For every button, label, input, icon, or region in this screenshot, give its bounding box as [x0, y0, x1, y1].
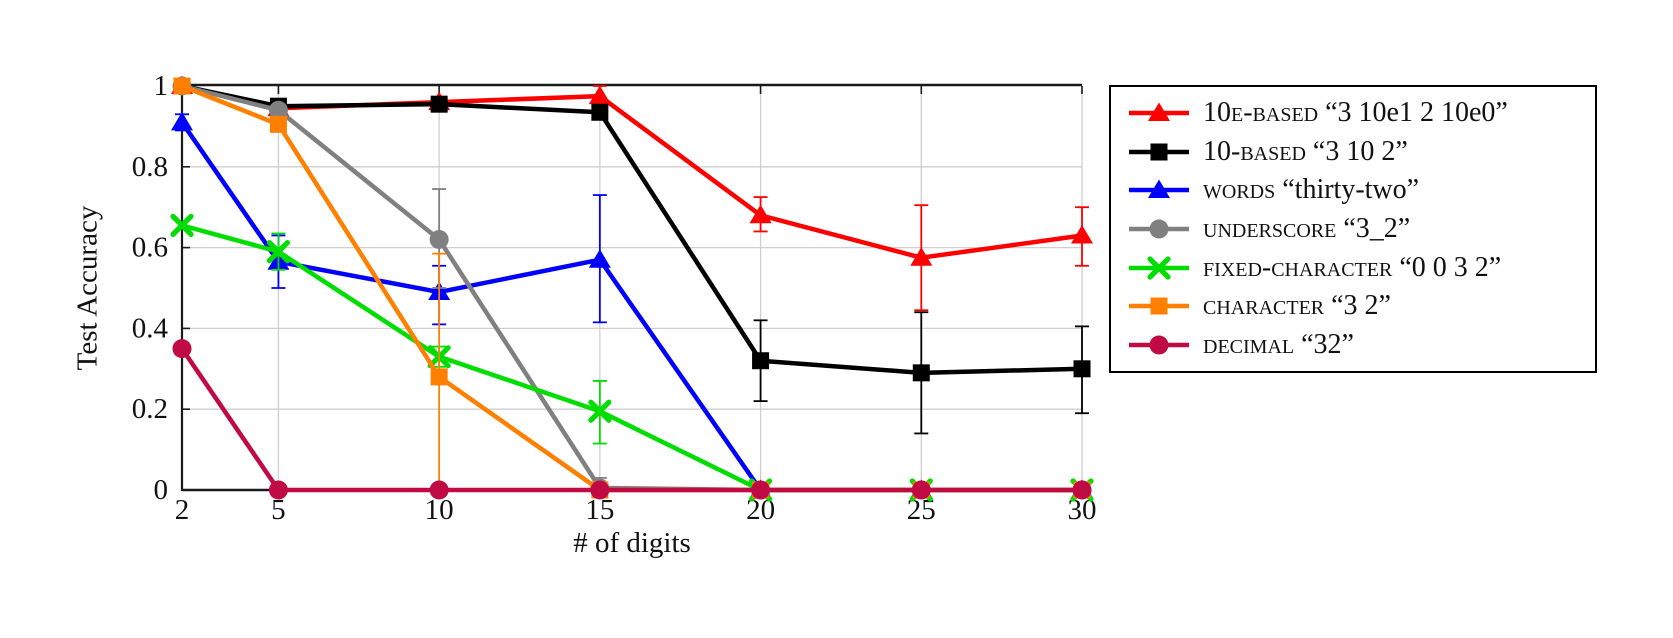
- triangle-marker-icon: [1129, 179, 1189, 199]
- x-axis-label: # of digits: [573, 527, 691, 559]
- legend-label: fixed-character “0 0 3 2”: [1203, 251, 1502, 283]
- y-tick-label: 0.8: [132, 151, 168, 183]
- legend-item-character: character “3 2”: [1127, 290, 1589, 322]
- axis-frame: [180, 83, 1082, 492]
- legend-label: underscore “3_2”: [1203, 212, 1411, 244]
- series-10e-based: [171, 75, 1093, 312]
- legend-item-decimal: decimal “32”: [1127, 329, 1589, 361]
- y-tick-label: 0.6: [132, 232, 168, 264]
- series-fixed-character: [170, 213, 1094, 502]
- square-marker-icon: [1129, 297, 1189, 315]
- series-decimal: [172, 339, 1092, 500]
- series-underscore: [172, 76, 1092, 500]
- x-marker-icon: [1129, 256, 1189, 280]
- y-tick-label: 1: [154, 70, 169, 102]
- legend-item-underscore: underscore “3_2”: [1127, 213, 1589, 245]
- x-tick-label: 2: [175, 494, 190, 526]
- y-tick-label: 0: [154, 474, 169, 506]
- square-marker-icon: [1129, 143, 1189, 161]
- series-character: [173, 77, 1091, 499]
- y-axis-label: Test Accuracy: [71, 205, 104, 371]
- legend-item-words: words “thirty-two”: [1127, 174, 1589, 206]
- y-tick-label: 0.4: [132, 312, 169, 344]
- legend-label: 10e-based “3 10e1 2 10e0”: [1203, 97, 1508, 128]
- circle-marker-icon: [1129, 219, 1189, 239]
- triangle-marker-icon: [1129, 102, 1189, 121]
- legend-label: character “3 2”: [1203, 290, 1391, 322]
- x-tick-label: 5: [271, 494, 286, 526]
- legend-label: words “thirty-two”: [1203, 174, 1420, 206]
- legend: 10e-based “3 10e1 2 10e0” 10-based “3 10 …: [1109, 85, 1597, 373]
- legend-item-10e-based: 10e-based “3 10e1 2 10e0”: [1127, 97, 1589, 129]
- circle-marker-icon: [1129, 335, 1189, 355]
- legend-label: decimal “32”: [1203, 328, 1354, 360]
- legend-item-10-based: 10-based “3 10 2”: [1127, 136, 1589, 168]
- y-tick-label: 0.2: [132, 393, 168, 425]
- legend-item-fixed-character: fixed-character “0 0 3 2”: [1127, 252, 1589, 284]
- legend-label: 10-based “3 10 2”: [1203, 135, 1408, 167]
